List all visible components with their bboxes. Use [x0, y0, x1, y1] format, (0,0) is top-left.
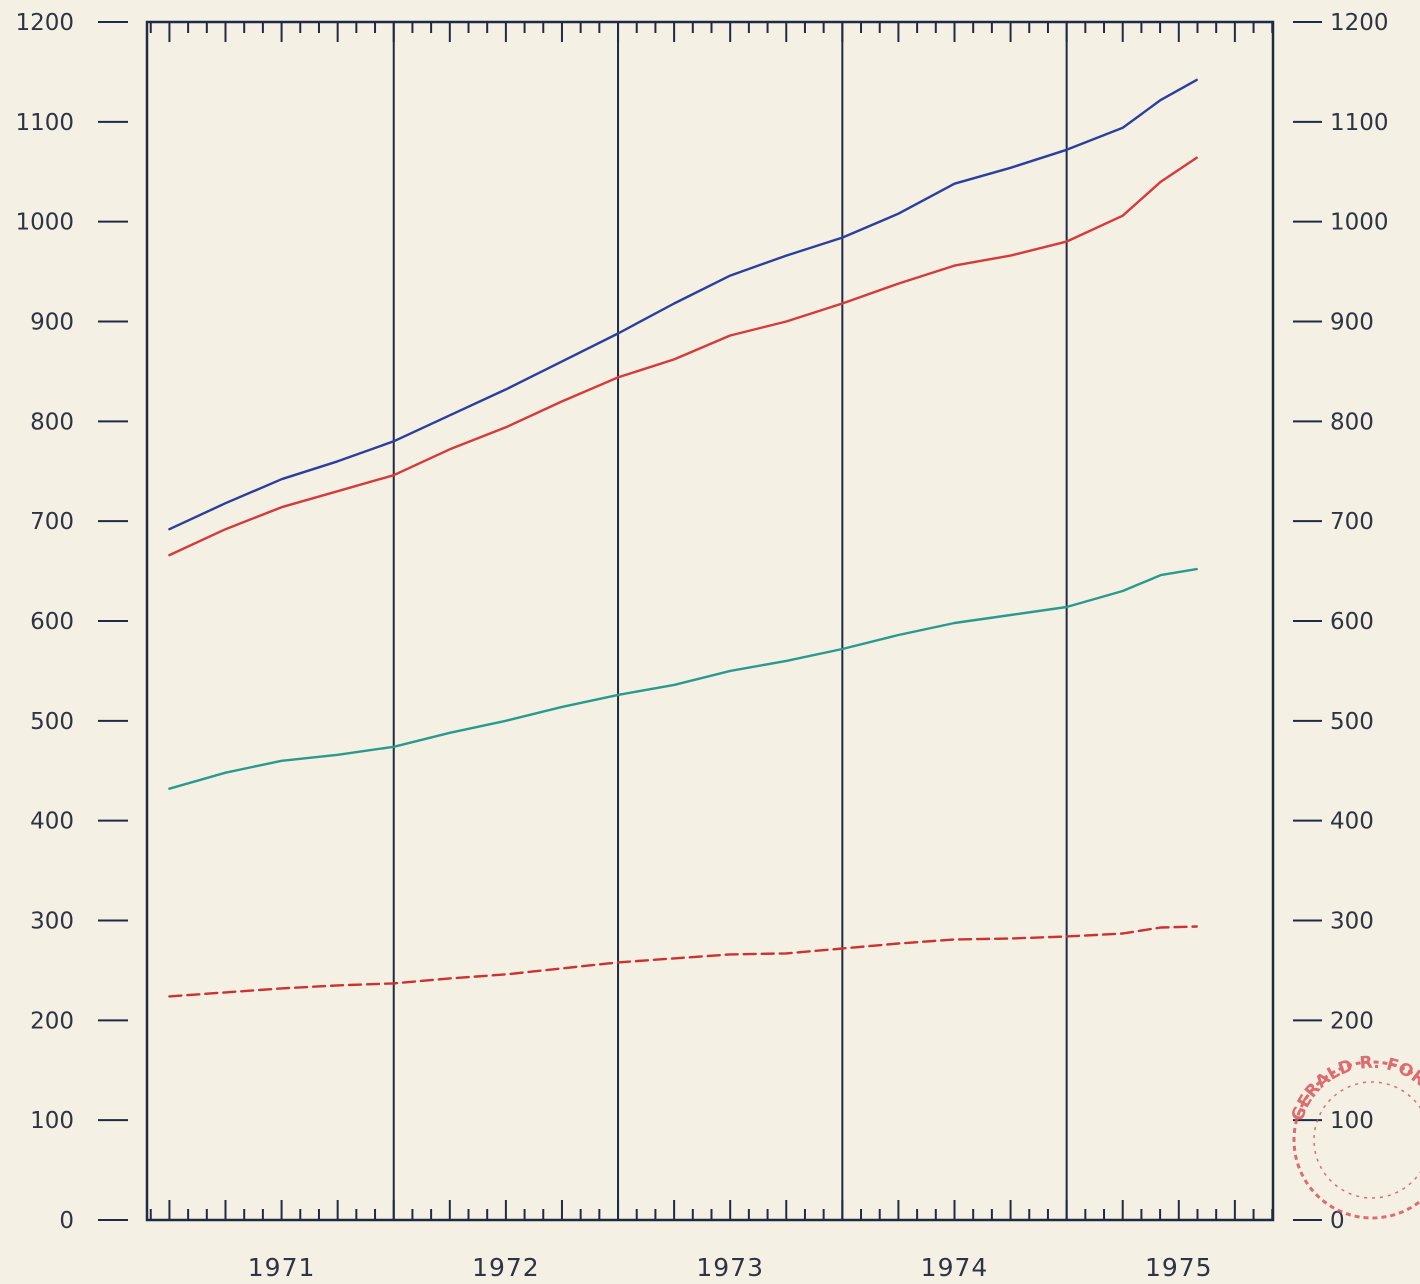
series-line-4: [168, 925, 1198, 998]
y-tick-label-left: 200: [30, 1008, 74, 1034]
plot-frame: [145, 20, 1275, 1222]
y-tick-label-right: 100: [1330, 1108, 1374, 1134]
y-tick-label-left: 300: [30, 909, 74, 935]
y-tick-label-right: 1200: [1330, 10, 1389, 36]
series-line-2: [168, 156, 1198, 557]
y-tick-label-left: 700: [30, 509, 74, 535]
y-tick-label-right: 1000: [1330, 210, 1389, 236]
y-tick-label-right: 200: [1330, 1008, 1374, 1034]
y-tick-label-right: 700: [1330, 509, 1374, 535]
series-line-1: [168, 78, 1198, 531]
x-tick-label: 1975: [1145, 1253, 1213, 1282]
axes-layer: [98, 20, 1322, 1222]
labels-layer: 0 0 100 100 200 200 300 300 400 400 500 500 600 600 70…: [15, 10, 1388, 1282]
y-tick-label-right: 800: [1330, 409, 1374, 435]
y-tick-label-right: 0: [1330, 1208, 1345, 1234]
y-tick-label-left: 100: [30, 1108, 74, 1134]
library-stamp: GERALD R. FORD: [1288, 1053, 1420, 1220]
x-tick-label: 1972: [472, 1253, 540, 1282]
y-tick-label-left: 900: [30, 310, 74, 336]
grid-layer: [392, 22, 1068, 1220]
y-tick-label-right: 300: [1330, 909, 1374, 935]
y-tick-label-right: 400: [1330, 809, 1374, 835]
series-layer: [168, 78, 1198, 998]
y-tick-label-left: 800: [30, 409, 74, 435]
y-tick-label-left: 600: [30, 609, 74, 635]
x-tick-label: 1973: [696, 1253, 764, 1282]
y-tick-label-left: 400: [30, 809, 74, 835]
y-tick-label-right: 500: [1330, 709, 1374, 735]
y-tick-label-left: 500: [30, 709, 74, 735]
y-tick-label-right: 1100: [1330, 110, 1389, 136]
y-tick-label-left: 0: [59, 1208, 74, 1234]
y-tick-label-left: 1200: [15, 10, 74, 36]
x-tick-label: 1974: [921, 1253, 989, 1282]
x-tick-label: 1971: [248, 1253, 316, 1282]
y-tick-label-right: 600: [1330, 609, 1374, 635]
y-tick-label-left: 1100: [15, 110, 74, 136]
y-tick-label-left: 1000: [15, 210, 74, 236]
y-tick-label-right: 900: [1330, 310, 1374, 336]
series-line-3: [168, 567, 1198, 790]
